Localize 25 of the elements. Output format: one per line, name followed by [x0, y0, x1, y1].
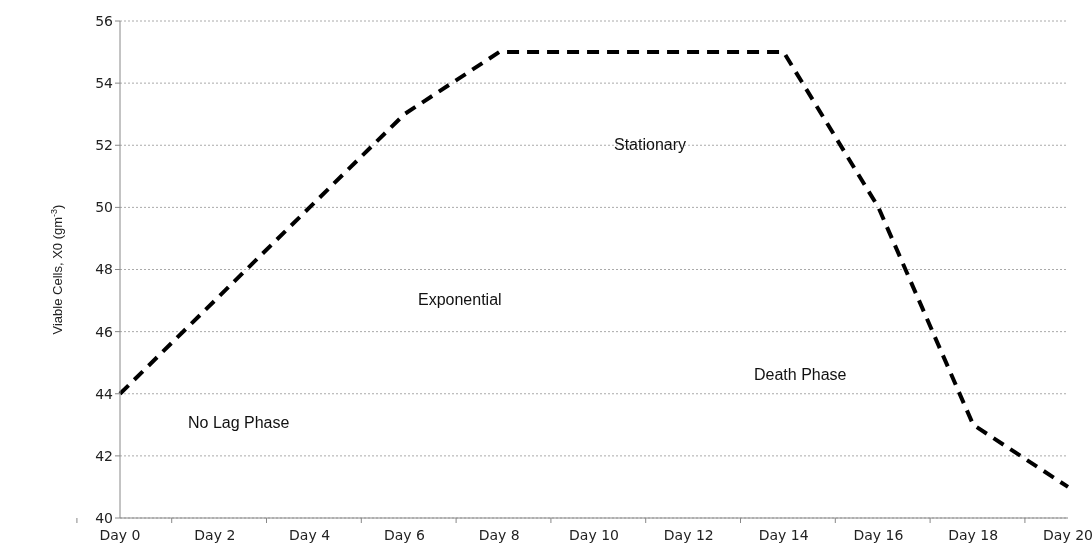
y-tick-label: 54: [95, 75, 114, 92]
x-tick-label: Day 6: [383, 527, 425, 543]
y-tick-label: 48: [95, 261, 113, 278]
y-tick-label: 42: [95, 447, 113, 464]
annotation: Death Phase: [753, 365, 848, 385]
y-tick-label: 40: [95, 509, 113, 526]
x-tick-label: Day 16: [853, 527, 904, 543]
x-tick-label: Day 4: [289, 527, 331, 543]
y-tick-label: 52: [95, 137, 113, 154]
line-series: [118, 50, 1070, 489]
y-tick-label: 56: [95, 12, 114, 29]
annotation: No Lag Phase: [187, 413, 291, 433]
x-tick-label: Day 10: [569, 527, 619, 543]
y-tick-label: 50: [95, 199, 113, 216]
x-tick-label: Day 18: [948, 527, 999, 543]
x-tick-label: Day 20: [1043, 527, 1092, 543]
annotation: Exponential: [417, 290, 503, 310]
x-tick-label: Day 0: [99, 527, 141, 543]
x-tick-label: Day 2: [194, 527, 236, 543]
y-tick-label: 46: [95, 323, 114, 340]
annotation: Stationary: [613, 135, 688, 155]
x-tick-label: Day 12: [663, 527, 714, 543]
y-tick-label: 44: [95, 385, 114, 402]
x-tick-label: Day 8: [478, 527, 520, 543]
x-tick-label: Day 14: [758, 527, 809, 543]
